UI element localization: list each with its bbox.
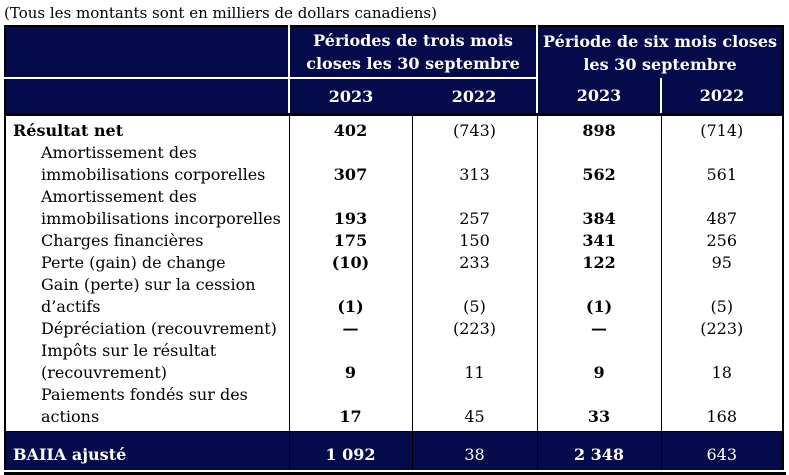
units-note: (Tous les montants sont en milliers de d… <box>4 4 437 22</box>
cell-value: 313 <box>411 142 538 186</box>
table-footer: BAIIA ajusté 1 092 38 2 348 643 <box>5 431 784 470</box>
row-label: Paiements fondés sur des actions <box>5 384 289 432</box>
cell-value: 561 <box>660 142 784 186</box>
cell-value: 168 <box>660 384 784 432</box>
table-row: Dépréciation (recouvrement) — (223) — (223) <box>5 318 784 340</box>
row-label: Impôts sur le résultat (recouvrement) <box>5 340 289 384</box>
cell-value: 562 <box>536 142 662 186</box>
table-row: Impôts sur le résultat (recouvrement) 9 11… <box>5 340 784 384</box>
cell-value: 487 <box>660 186 784 230</box>
cell-value: 150 <box>411 230 538 252</box>
cell-value: (223) <box>411 318 538 340</box>
cell-value: — <box>288 318 412 340</box>
row-label: Dépréciation (recouvrement) <box>5 318 289 340</box>
cell-value: 193 <box>288 186 412 230</box>
table-row: Perte (gain) de change (10) 233 122 95 <box>5 252 784 274</box>
header-six-month-period: Période de six mois closes les 30 septem… <box>537 26 784 78</box>
cell-value: 256 <box>660 230 784 252</box>
row-label: Gain (perte) sur la cession d’actifs <box>5 274 289 318</box>
footer-value: 643 <box>660 431 784 470</box>
cell-value: 341 <box>536 230 662 252</box>
cell-value: (743) <box>411 114 538 142</box>
year-header-2: 2023 <box>536 78 662 116</box>
row-label: Perte (gain) de change <box>5 252 289 274</box>
cell-value: (10) <box>288 252 412 274</box>
cell-value: 95 <box>660 252 784 274</box>
footer-value: 1 092 <box>288 431 412 470</box>
cell-value: (223) <box>660 318 784 340</box>
year-empty-cell <box>5 78 290 116</box>
year-header-row: 2023 2022 2023 2022 <box>5 78 784 116</box>
cell-value: (1) <box>536 274 662 318</box>
cell-value: 307 <box>288 142 412 186</box>
cell-value: (5) <box>660 274 784 318</box>
row-label: Charges financières <box>5 230 289 252</box>
footer-value: 38 <box>411 431 538 470</box>
cell-value: 33 <box>536 384 662 432</box>
header-three-month-period: Périodes de trois mois closes les 30 sep… <box>289 26 539 79</box>
table-row: Amortissement des immobilisations incorp… <box>5 186 784 230</box>
cell-value: 257 <box>411 186 538 230</box>
row-label: Résultat net <box>5 114 289 142</box>
row-label: Amortissement des immobilisations corpor… <box>5 142 289 186</box>
table-row: Amortissement des immobilisations corpor… <box>5 142 784 186</box>
table-body: Résultat net 402 (743) 898 (714) Amortissemen… <box>5 114 784 432</box>
header-empty-cell <box>5 26 290 79</box>
financial-table: Périodes de trois mois closes les 30 sep… <box>4 25 785 470</box>
year-header-0: 2023 <box>289 78 412 116</box>
cell-value: 175 <box>288 230 412 252</box>
year-header-3: 2022 <box>660 78 784 116</box>
year-header-1: 2022 <box>412 78 538 116</box>
cell-value: 233 <box>411 252 538 274</box>
cell-value: 122 <box>536 252 662 274</box>
adjusted-ebitda-row: BAIIA ajusté 1 092 38 2 348 643 <box>5 431 784 470</box>
cell-value: 9 <box>536 340 662 384</box>
cell-value: (1) <box>288 274 412 318</box>
table-row: Charges financières 175 150 341 256 <box>5 230 784 252</box>
financial-table-wrap: Périodes de trois mois closes les 30 sep… <box>4 25 786 475</box>
cell-value: 11 <box>411 340 538 384</box>
table-row: Paiements fondés sur des actions 17 45 33 16… <box>5 384 784 432</box>
cell-value: (714) <box>660 114 784 142</box>
cell-value: 9 <box>288 340 412 384</box>
adjusted-ebitda-label: BAIIA ajusté <box>5 431 289 470</box>
table-row: Résultat net 402 (743) 898 (714) <box>5 114 784 142</box>
cell-value: 18 <box>660 340 784 384</box>
row-label: Amortissement des immobilisations incorp… <box>5 186 289 230</box>
group-header-row: Périodes de trois mois closes les 30 sep… <box>5 26 784 79</box>
cell-value: 898 <box>536 114 662 142</box>
cell-value: — <box>536 318 662 340</box>
cell-value: 45 <box>411 384 538 432</box>
table-header: Périodes de trois mois closes les 30 sep… <box>5 26 784 116</box>
cell-value: 384 <box>536 186 662 230</box>
cell-value: 402 <box>288 114 412 142</box>
footer-value: 2 348 <box>536 431 662 470</box>
cell-value: 17 <box>288 384 412 432</box>
cell-value: (5) <box>411 274 538 318</box>
table-row: Gain (perte) sur la cession d’actifs (1)(… <box>5 274 784 318</box>
